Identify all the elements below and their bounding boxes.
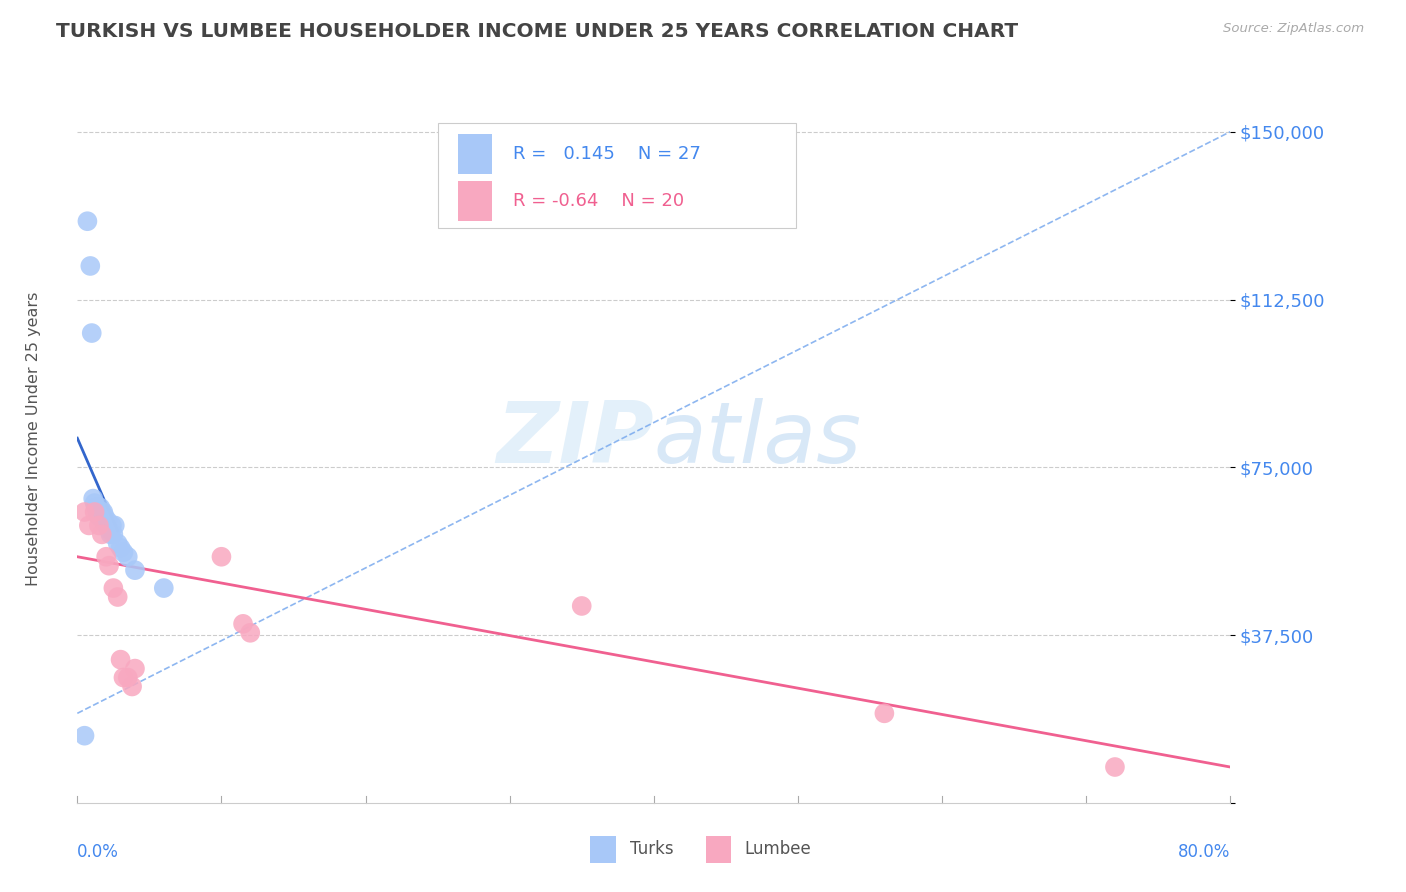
Point bbox=[79, 259, 101, 273]
Point bbox=[124, 563, 146, 577]
Text: 80.0%: 80.0% bbox=[1178, 843, 1230, 861]
Point bbox=[87, 518, 110, 533]
Text: Turks: Turks bbox=[630, 840, 673, 858]
Point bbox=[83, 505, 105, 519]
Bar bbox=[458, 134, 492, 174]
Point bbox=[96, 549, 118, 564]
Point bbox=[90, 527, 112, 541]
FancyBboxPatch shape bbox=[439, 123, 796, 228]
Point bbox=[239, 625, 262, 640]
Point bbox=[873, 706, 896, 721]
Point bbox=[110, 541, 132, 555]
Bar bbox=[458, 181, 492, 221]
Point bbox=[103, 527, 125, 541]
Point bbox=[73, 729, 96, 743]
Point bbox=[80, 326, 103, 340]
Text: R = -0.64    N = 20: R = -0.64 N = 20 bbox=[513, 192, 685, 211]
Point bbox=[211, 549, 233, 564]
Text: TURKISH VS LUMBEE HOUSEHOLDER INCOME UNDER 25 YEARS CORRELATION CHART: TURKISH VS LUMBEE HOUSEHOLDER INCOME UND… bbox=[56, 22, 1018, 41]
Point bbox=[86, 505, 108, 519]
Point bbox=[91, 505, 114, 519]
Point bbox=[104, 518, 127, 533]
Point bbox=[117, 671, 139, 685]
Point bbox=[103, 581, 125, 595]
Point bbox=[82, 491, 104, 506]
Point bbox=[153, 581, 174, 595]
Point bbox=[77, 518, 100, 533]
Point bbox=[107, 536, 129, 550]
Point bbox=[98, 523, 121, 537]
Point bbox=[571, 599, 593, 613]
Point bbox=[90, 505, 112, 519]
Point bbox=[112, 671, 135, 685]
Text: Source: ZipAtlas.com: Source: ZipAtlas.com bbox=[1223, 22, 1364, 36]
Point bbox=[91, 514, 114, 528]
Bar bbox=[706, 836, 731, 863]
Point bbox=[76, 214, 98, 228]
Point bbox=[121, 680, 143, 694]
Text: Householder Income Under 25 years: Householder Income Under 25 years bbox=[27, 292, 41, 587]
Point bbox=[87, 509, 110, 524]
Point bbox=[73, 505, 96, 519]
Text: ZIP: ZIP bbox=[496, 398, 654, 481]
Text: 0.0%: 0.0% bbox=[77, 843, 120, 861]
Point bbox=[96, 518, 118, 533]
Bar bbox=[591, 836, 616, 863]
Text: R =   0.145    N = 27: R = 0.145 N = 27 bbox=[513, 145, 702, 163]
Point bbox=[1104, 760, 1126, 774]
Point bbox=[100, 527, 122, 541]
Point bbox=[124, 662, 146, 676]
Point bbox=[89, 500, 111, 515]
Point bbox=[232, 616, 254, 631]
Point bbox=[110, 653, 132, 667]
Point bbox=[107, 590, 129, 604]
Point bbox=[98, 558, 121, 573]
Point bbox=[97, 514, 120, 528]
Point bbox=[83, 496, 105, 510]
Point bbox=[93, 509, 115, 524]
Point bbox=[112, 545, 135, 559]
Text: atlas: atlas bbox=[654, 398, 862, 481]
Point bbox=[101, 518, 124, 533]
Point bbox=[117, 549, 139, 564]
Point bbox=[84, 500, 107, 515]
Text: Lumbee: Lumbee bbox=[745, 840, 811, 858]
